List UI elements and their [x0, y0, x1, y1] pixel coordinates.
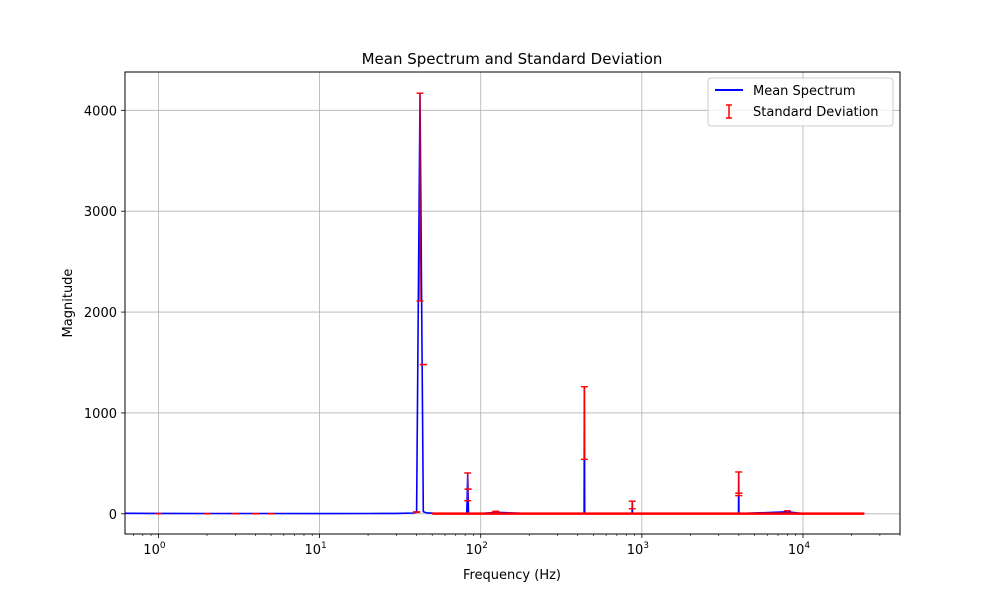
error-bar: [628, 500, 636, 510]
y-axis-label: Magnitude: [61, 269, 76, 338]
y-axis-ticks: 0 1000 2000 3000 4000: [84, 104, 125, 523]
x-tick-label: 103: [627, 541, 649, 558]
x-tick-label: 101: [304, 541, 326, 558]
legend-errorbar-swatch: [726, 104, 732, 119]
legend: Mean Spectrum Standard Deviation: [707, 77, 894, 127]
y-tick-label: 3000: [84, 205, 117, 220]
x-axis-label: Frequency (Hz): [463, 568, 561, 583]
error-bars-layer: [154, 92, 865, 515]
y-tick-label: 0: [109, 508, 117, 523]
x-axis-ticks: 100 101 102 103 104: [133, 534, 901, 558]
error-bar: [735, 471, 743, 497]
error-bar: [464, 472, 472, 502]
x-tick-label: 104: [788, 541, 811, 558]
legend-label-std: Standard Deviation: [753, 105, 878, 120]
error-bar: [413, 511, 421, 514]
y-tick-label: 2000: [84, 306, 117, 321]
x-tick-label: 102: [466, 541, 488, 558]
x-tick-label: 100: [143, 541, 166, 558]
error-bar: [656, 512, 664, 515]
y-tick-label: 4000: [84, 104, 117, 119]
error-bar: [580, 386, 588, 461]
error-bar: [416, 92, 424, 302]
plot-frame: [124, 71, 901, 535]
y-tick-label: 1000: [84, 407, 117, 422]
legend-box: [707, 77, 894, 127]
error-bar: [783, 510, 791, 515]
chart-title: Mean Spectrum and Standard Deviation: [362, 50, 663, 68]
legend-label-mean: Mean Spectrum: [753, 84, 856, 99]
error-bar: [492, 510, 500, 514]
